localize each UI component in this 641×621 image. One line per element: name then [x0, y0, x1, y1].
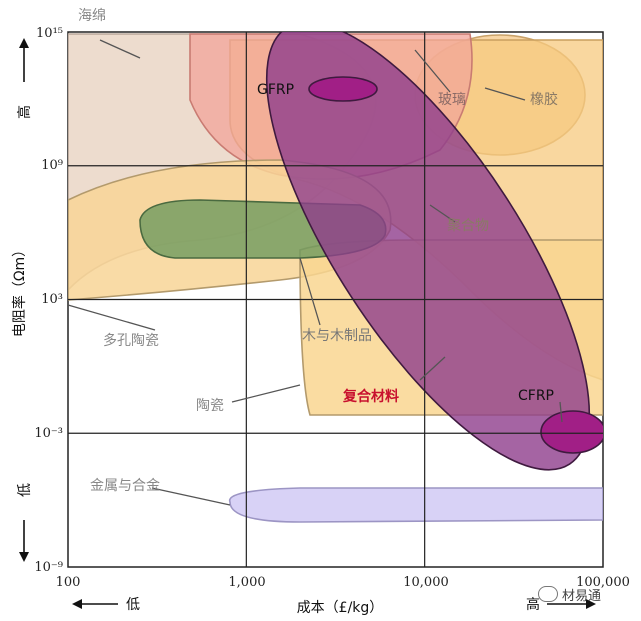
x-tick-label: 100,000 — [576, 575, 630, 590]
y-low-arrow: 低 — [17, 483, 33, 562]
y-tick-label: 10⁹ — [41, 158, 63, 173]
x-high-arrow: 高 — [526, 596, 596, 613]
label-polymers: 聚合物 — [447, 218, 489, 234]
x-low-arrow: 低 — [72, 597, 140, 613]
label-composites: 复合材料 — [342, 388, 399, 405]
y-high-label: 高 — [16, 105, 33, 119]
label-cfrp: CFRP — [518, 388, 554, 404]
label-wood: 木与木制品 — [302, 328, 372, 344]
bubble-metals — [229, 487, 603, 523]
x-tick-label: 100 — [56, 575, 81, 590]
bubble-layer — [68, 32, 603, 523]
y-tick-label: 10⁻³ — [34, 426, 63, 441]
y-tick-label: 10⁻⁹ — [34, 560, 63, 575]
x-tick-label: 1,000 — [228, 575, 265, 590]
y-axis-title: 电阻率（Ωm） — [11, 243, 28, 337]
x-tick-labels: 100 1,000 10,000 100,000 — [56, 575, 630, 590]
label-gfrp: GFRP — [257, 82, 294, 98]
label-elastomers: 橡胶 — [530, 91, 558, 108]
label-glasses: 玻璃 — [438, 91, 466, 108]
label-ceramics: 陶瓷 — [196, 398, 224, 414]
x-low-label: 低 — [126, 597, 140, 613]
label-porous-ceramics: 多孔陶瓷 — [103, 332, 159, 349]
leader-lines — [67, 39, 563, 506]
watermark: 材易通 — [538, 582, 638, 606]
label-foams: 海绵 — [78, 7, 106, 24]
watermark-text: 材易通 — [562, 588, 602, 604]
y-tick-label: 10³ — [41, 292, 63, 307]
label-metals: 金属与合金 — [90, 478, 160, 494]
bubble-gfrp — [308, 76, 378, 102]
gridlines — [68, 32, 603, 567]
y-low-label: 低 — [17, 483, 33, 497]
wechat-icon — [538, 586, 558, 602]
x-axis-title: 成本（£/kg） — [297, 600, 384, 616]
y-tick-labels: 10⁻⁹ 10⁻³ 10³ 10⁹ 10¹⁵ — [34, 26, 63, 575]
x-high-label: 高 — [526, 596, 540, 613]
bubble-labels: 海绵 玻璃 橡胶 聚合物 多孔陶瓷 木与木制品 陶瓷 复合材料 GFRP CFR… — [78, 7, 558, 494]
y-high-arrow: 高 — [16, 38, 33, 119]
x-tick-label: 10,000 — [403, 575, 449, 590]
bubble-cfrp — [540, 410, 603, 454]
bubble-composites — [265, 32, 591, 471]
y-tick-label: 10¹⁵ — [36, 26, 63, 41]
